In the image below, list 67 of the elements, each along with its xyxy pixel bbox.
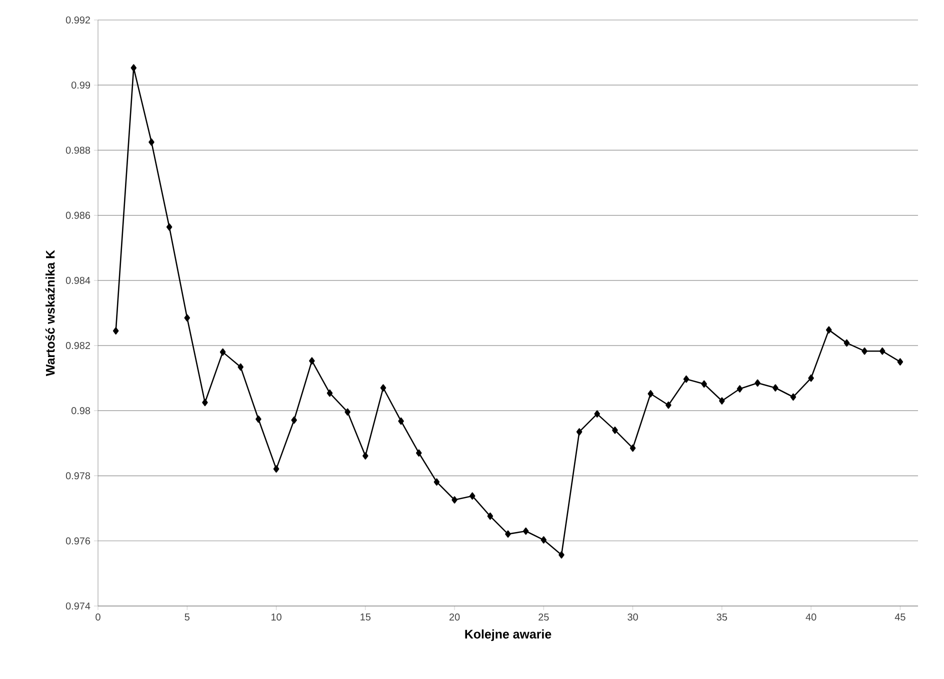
point [844,339,850,347]
point [666,401,672,409]
y-tick-label: 0.988 [66,146,90,154]
point [380,384,386,392]
x-tick-label: 10 [271,614,282,621]
point [273,465,280,473]
point [112,327,119,335]
point [344,408,350,416]
point [202,398,208,406]
x-tick-label: 30 [628,614,638,621]
point [416,449,422,457]
point [630,444,636,452]
x-tick-label: 5 [184,614,190,620]
point [469,492,476,500]
y-tick-label: 0.974 [66,602,90,610]
point [487,512,494,520]
point [505,530,511,538]
point [897,358,904,366]
point [808,374,814,382]
y-tick-label: 0.984 [66,276,90,284]
y-tick-label: 0.98 [71,407,90,414]
point [558,551,564,559]
point [648,390,654,398]
point [434,478,440,486]
y-tick-label: 0.978 [66,472,90,480]
point [326,389,333,397]
point [522,527,529,535]
x-tick-label: 35 [716,614,728,621]
y-tick-label: 0.982 [66,342,90,350]
point [309,357,315,364]
x-tick-label: 25 [538,614,549,621]
x-tick-label: 0 [96,614,100,621]
point [452,496,458,504]
x-tick-label: 40 [806,614,816,621]
x-tick-label: 20 [449,614,460,621]
point [826,326,832,334]
point [754,379,760,387]
y-tick-label: 0.992 [66,16,90,24]
y-axis-title: Wartość wskaźnika K [45,250,55,376]
point [701,380,707,388]
point [184,314,190,322]
y-tick-label: 0.976 [66,537,90,544]
x-tick-label: 15 [360,614,371,620]
point [220,348,226,356]
point [879,347,886,355]
point [683,375,690,383]
point [862,347,868,355]
point [736,385,743,392]
point [398,417,404,425]
point [576,428,582,436]
point [594,410,600,418]
point [719,397,725,405]
point [790,393,796,401]
point [362,452,368,460]
x-axis-title: Kolejne awarie [465,629,552,642]
point [130,64,137,72]
point [540,536,547,544]
point [148,138,154,146]
point [772,384,778,392]
y-tick-label: 0.986 [66,212,90,219]
y-tick-label: 0.99 [71,82,90,89]
point [612,426,618,434]
point [166,223,172,231]
x-tick-label: 45 [894,614,906,620]
point [238,363,244,371]
point [256,415,262,423]
point [291,416,297,424]
